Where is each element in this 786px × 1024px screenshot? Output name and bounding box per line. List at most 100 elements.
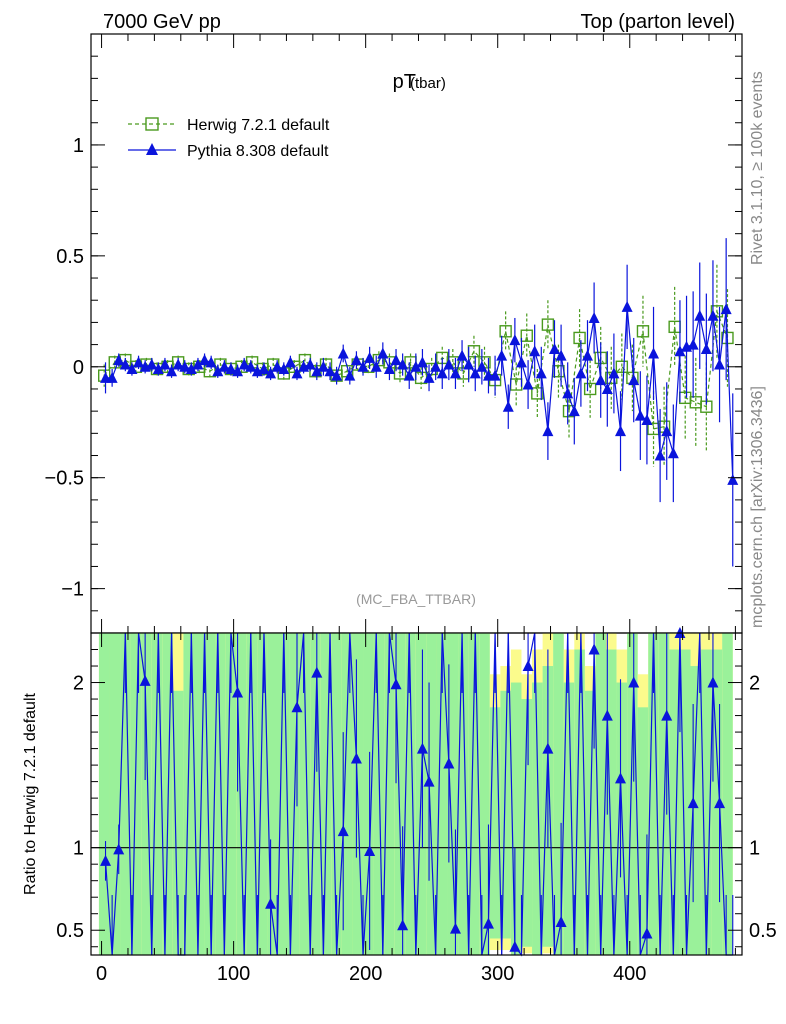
pythia-point xyxy=(615,425,627,437)
pythia-point xyxy=(271,360,283,372)
pythia-point xyxy=(357,360,369,372)
main-ytick-label: 1 xyxy=(73,135,84,157)
pythia-point xyxy=(654,449,666,461)
ratio-ytick-label: 1 xyxy=(73,838,84,860)
legend-herwig-marker xyxy=(145,117,159,131)
ratio-band-inner xyxy=(679,649,691,955)
ratio-band-inner xyxy=(468,633,480,955)
ratio-point xyxy=(265,897,277,909)
pythia-point xyxy=(489,369,501,381)
pythia-point xyxy=(582,349,594,361)
ratio-band-inner xyxy=(405,633,416,955)
ratio-band-inner xyxy=(447,633,459,955)
pythia-point xyxy=(562,387,574,399)
pythia-point xyxy=(113,354,125,366)
pythia-point xyxy=(727,473,739,485)
pythia-point xyxy=(225,362,237,374)
pythia-point xyxy=(179,360,191,372)
ratio-point xyxy=(311,666,323,678)
ratio-band-inner xyxy=(257,633,268,955)
pythia-point xyxy=(416,356,428,368)
rivet-label: Rivet 3.1.10, ≥ 100k events xyxy=(749,71,766,265)
ratio-band-inner xyxy=(394,633,406,955)
ratio-ylabel: Ratio to Herwig 7.2.1 default xyxy=(22,693,39,895)
pythia-point xyxy=(232,365,244,377)
ratio-ytick-label-right: 0.5 xyxy=(749,920,777,942)
pythia-point xyxy=(661,425,673,437)
pythia-point xyxy=(383,362,395,374)
pythia-point xyxy=(601,382,613,394)
pythia-point xyxy=(218,360,230,372)
ratio-ytick-label: 2 xyxy=(73,673,84,695)
pythia-point xyxy=(667,447,679,459)
ratio-band-inner xyxy=(373,633,385,955)
herwig-point xyxy=(531,387,544,400)
ratio-point xyxy=(482,917,494,929)
main-title-sub: (tbar) xyxy=(410,75,446,92)
ratio-band-inner xyxy=(299,633,311,955)
pythia-point xyxy=(436,367,448,379)
herwig-point xyxy=(615,360,629,373)
pythia-point xyxy=(509,334,521,346)
herwig-point xyxy=(499,325,512,338)
ratio-band-inner xyxy=(669,649,680,955)
ratio-point xyxy=(449,922,461,934)
ratio-x-axis: 0 100 200 300 400 xyxy=(96,633,736,985)
pythia-point xyxy=(350,354,362,366)
ratio-band-inner xyxy=(489,707,501,939)
ratio-point xyxy=(416,742,428,754)
pythia-point xyxy=(548,343,560,355)
herwig-point xyxy=(541,318,555,331)
ratio-band-inner xyxy=(278,633,290,955)
ratio-band-inner xyxy=(648,633,659,955)
pythia-point xyxy=(119,358,131,370)
ratio-point xyxy=(661,709,673,721)
ratio-band-inner xyxy=(426,633,437,955)
pythia-point xyxy=(199,354,211,366)
pythia-point xyxy=(212,365,224,377)
pythia-point xyxy=(496,349,508,361)
ratio-line xyxy=(104,632,733,957)
ratio-point xyxy=(601,709,613,721)
ratio-band-inner xyxy=(722,633,733,955)
ratio-point xyxy=(390,678,402,690)
main-data-layer xyxy=(98,238,739,567)
header-right: Top (parton level) xyxy=(580,11,735,33)
ratio-band-inner xyxy=(341,633,353,955)
pythia-point xyxy=(674,345,686,357)
pythia-point xyxy=(291,367,303,379)
pythia-point xyxy=(205,356,217,368)
ratio-band-inner xyxy=(183,633,194,955)
pythia-point xyxy=(641,414,653,426)
ratio-band-inner xyxy=(141,633,152,955)
ratio-band-inner xyxy=(521,699,533,947)
ratio-band-inner xyxy=(574,649,585,955)
pythia-point xyxy=(370,360,382,372)
ratio-point xyxy=(509,940,521,952)
ratio-point xyxy=(397,919,409,931)
pythia-point xyxy=(192,358,204,370)
legend-pythia-marker xyxy=(146,143,158,155)
pythia-point xyxy=(364,351,376,363)
ratio-xtick-label: 100 xyxy=(217,963,250,985)
ratio-ytick-label: 0.5 xyxy=(56,920,84,942)
ratio-point xyxy=(641,927,653,939)
pythia-point xyxy=(542,425,554,437)
legend-pythia-label: Pythia 8.308 default xyxy=(187,143,329,160)
ratio-band-inner xyxy=(690,666,702,955)
pythia-point xyxy=(515,356,527,368)
ratio-point xyxy=(522,660,534,672)
ratio-point xyxy=(714,797,726,809)
pythia-point xyxy=(324,365,336,377)
pythia-point xyxy=(502,400,514,412)
pythia-point xyxy=(106,371,118,383)
pythia-point xyxy=(278,362,290,374)
ratio-band-inner xyxy=(711,649,723,955)
ratio-band-inner xyxy=(479,633,490,955)
pythia-point xyxy=(146,358,158,370)
pythia-point xyxy=(265,367,277,379)
main-ytick-label: −1 xyxy=(61,579,84,601)
ratio-band-inner xyxy=(605,649,617,955)
pythia-point xyxy=(152,362,164,374)
ratio-band-inner xyxy=(109,633,121,955)
